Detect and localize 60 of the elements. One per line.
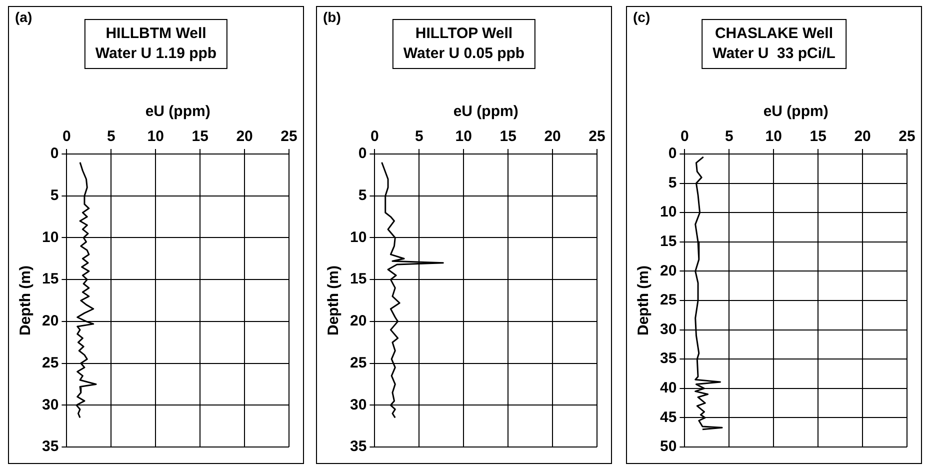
y-tick-label: 20 (350, 312, 367, 330)
chart-title: CHASLAKE Well (714, 24, 834, 44)
y-tick-label: 25 (42, 354, 59, 372)
y-tick-label: 15 (42, 270, 59, 288)
y-axis-title: Depth (m) (635, 266, 652, 336)
chart-subtitle: Water U 1.19 ppb (95, 44, 217, 64)
x-tick-label: 0 (370, 128, 379, 146)
y-tick-label: 20 (660, 262, 677, 280)
chart-subtitle: Water U 33 pCi/L (712, 44, 836, 64)
y-axis-title: Depth (m) (325, 266, 342, 336)
x-tick-label: 0 (62, 128, 71, 146)
x-axis-title: eU (ppm) (453, 103, 518, 120)
y-axis-title: Depth (m) (17, 266, 34, 336)
y-tick-label: 25 (660, 292, 677, 309)
x-tick-label: 5 (106, 128, 116, 146)
x-tick-label: 10 (455, 128, 472, 146)
x-tick-label: 20 (854, 128, 871, 146)
y-tick-label: 5 (358, 187, 367, 204)
text: (a) (15, 9, 32, 25)
y-tick-label: 10 (350, 228, 367, 246)
text: (c) (633, 9, 650, 25)
y-tick-label: 30 (660, 320, 677, 338)
x-tick-label: 25 (898, 128, 916, 146)
x-tick-label: 25 (280, 128, 298, 146)
y-tick-label: 35 (42, 438, 59, 456)
y-tick-label: 35 (350, 438, 367, 456)
y-tick-label: 5 (668, 174, 677, 192)
x-tick-label: 25 (588, 128, 606, 146)
x-tick-label: 10 (765, 128, 782, 146)
y-tick-label: 35 (660, 350, 677, 368)
y-tick-label: 25 (350, 354, 367, 372)
chart-title: HILLBTM Well (104, 24, 208, 44)
x-axis-title: eU (ppm) (145, 103, 210, 120)
x-tick-label: 20 (236, 128, 253, 146)
y-tick-label: 45 (660, 408, 677, 426)
chart-title: HILLTOP Well (414, 24, 514, 44)
x-tick-label: 0 (680, 128, 689, 146)
y-tick-label: 20 (42, 312, 59, 330)
y-tick-label: 0 (50, 145, 59, 162)
x-axis-title: eU (ppm) (763, 103, 828, 120)
x-tick-label: 15 (500, 128, 516, 146)
y-tick-label: 5 (50, 187, 59, 204)
y-tick-label: 40 (660, 380, 677, 397)
x-tick-label: 5 (724, 128, 734, 146)
chart-subtitle: Water U 0.05 ppb (403, 44, 525, 64)
y-tick-label: 50 (660, 438, 677, 456)
y-tick-label: 0 (358, 145, 367, 162)
y-tick-label: 30 (42, 396, 59, 414)
x-tick-label: 15 (810, 128, 826, 146)
x-tick-label: 10 (147, 128, 164, 146)
x-tick-label: 5 (414, 128, 424, 146)
x-tick-label: 15 (192, 128, 208, 146)
text: (b) (323, 9, 341, 25)
y-tick-label: 30 (350, 396, 367, 414)
x-tick-label: 20 (544, 128, 561, 146)
y-tick-label: 10 (42, 228, 59, 246)
y-tick-label: 15 (350, 270, 367, 288)
y-tick-label: 0 (668, 145, 677, 162)
y-tick-label: 15 (660, 233, 677, 250)
y-tick-label: 10 (660, 204, 677, 221)
